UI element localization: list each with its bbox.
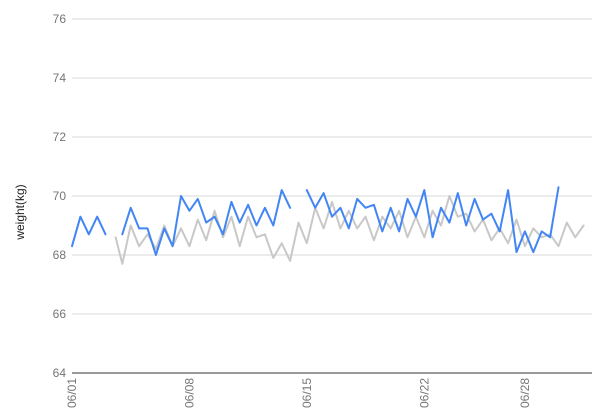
y-tick-label: 66 xyxy=(53,307,67,321)
x-tick-label: 06/15 xyxy=(300,378,314,408)
series-1-line xyxy=(71,215,107,248)
y-tick-label: 76 xyxy=(53,12,67,26)
y-tick-label: 72 xyxy=(53,130,67,144)
x-tick-label: 06/22 xyxy=(417,378,431,408)
x-tick-label: 06/28 xyxy=(518,378,532,408)
y-tick-label: 68 xyxy=(53,248,67,262)
y-tick-label: 70 xyxy=(53,189,67,203)
series-1-line xyxy=(121,189,292,256)
series-1-line xyxy=(305,186,560,254)
series-2-line xyxy=(114,195,585,265)
x-tick-label: 06/08 xyxy=(182,378,196,408)
y-tick-label: 64 xyxy=(53,366,67,380)
x-tick-label: 06/01 xyxy=(65,378,79,408)
y-tick-labels: 64 66 68 70 72 74 76 xyxy=(53,12,67,380)
y-axis-label: weight(kg) xyxy=(13,184,27,240)
x-tick-labels: 06/01 06/08 06/15 06/22 06/28 xyxy=(65,378,532,408)
y-tick-label: 74 xyxy=(53,71,67,85)
series-lines xyxy=(71,186,585,265)
gridlines xyxy=(72,18,592,374)
